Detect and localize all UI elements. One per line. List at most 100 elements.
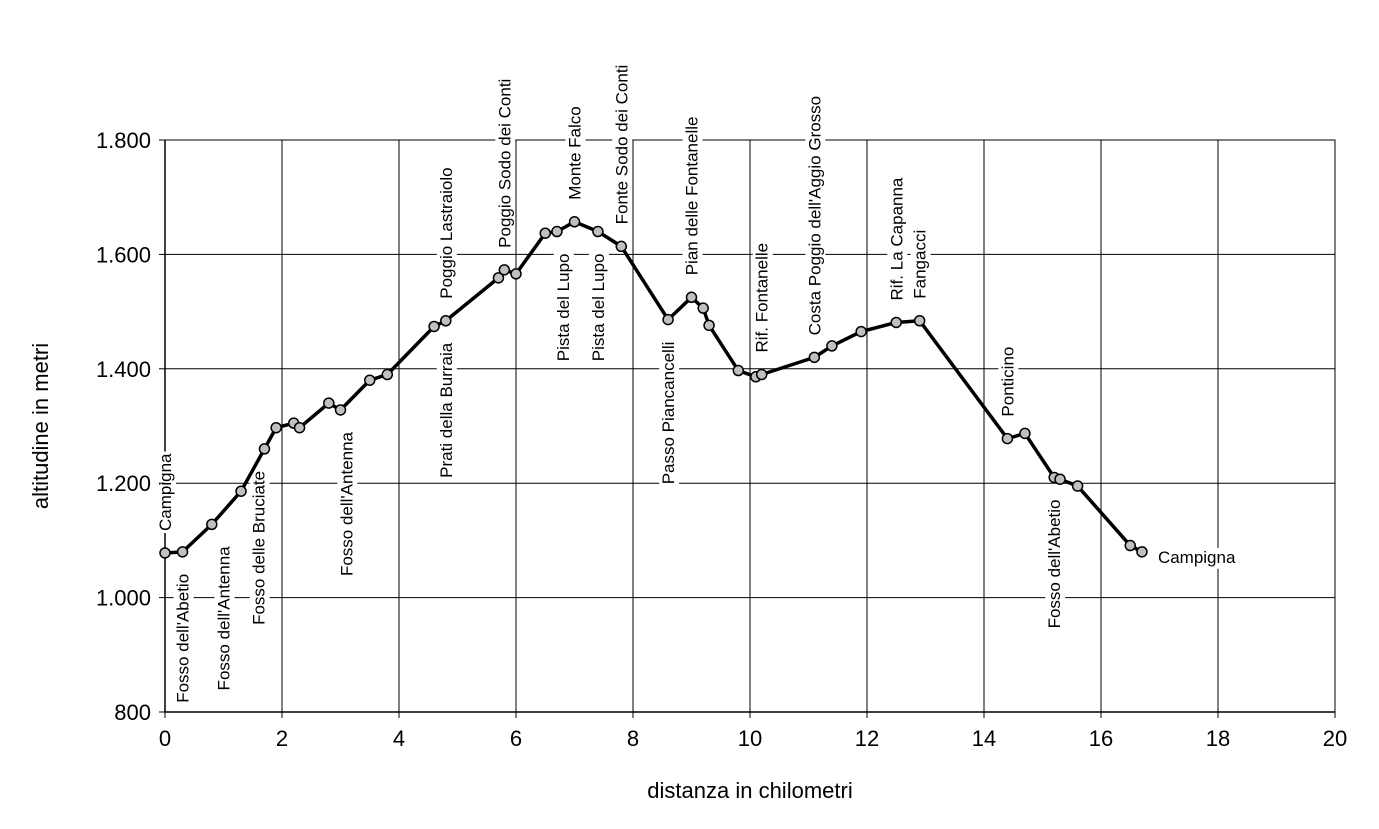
waypoint-label: Pian delle Fontanelle [682,114,703,278]
x-tick-label: 0 [159,726,171,751]
waypoint-label: Campigna [156,451,176,533]
waypoint-label-bg [998,344,1019,419]
data-point [1019,427,1031,440]
data-point [270,421,282,434]
data-point [808,351,821,364]
waypoint-label: Fangacci [910,227,931,301]
data-point [176,546,189,558]
data-point [890,316,902,329]
waypoint-label-text: Fangacci [911,230,930,299]
waypoint-label-bg [588,251,609,364]
x-tick-label: 18 [1206,726,1230,751]
x-axis-title: distanza in chilometri [647,778,852,803]
waypoint-label: Campigna [1154,547,1239,569]
waypoint-label-bg [1045,497,1066,631]
waypoint-label: Fosso dell'Abetio [173,571,194,705]
waypoint-label-bg [249,468,270,627]
waypoint-label: Rif. Fontanelle [752,240,773,355]
y-tick-label: 1.600 [96,242,151,267]
data-point [592,225,604,238]
x-tick-label: 6 [510,726,522,751]
data-point [206,518,218,531]
waypoint-label-bg [553,251,574,364]
waypoint-label: Fosso delle Bruciate [249,468,270,627]
data-point [615,240,628,253]
data-markers [159,216,1148,559]
waypoint-label: Poggio Sodo dei Conti [495,76,516,250]
data-point [568,216,581,228]
data-point [551,225,563,238]
waypoint-label-bg [752,240,773,355]
waypoint-label-text: Fosso dell'Abetio [174,574,193,703]
x-tick-label: 16 [1089,726,1113,751]
data-point [334,404,347,416]
data-point [235,485,247,497]
waypoint-label-bg [436,165,457,301]
x-tick-label: 20 [1323,726,1347,751]
waypoint-label-text: Fosso delle Bruciate [250,471,269,625]
series-line [164,220,1143,555]
waypoint-label: Fosso dell'Antenna [337,429,358,579]
data-point [428,320,440,333]
waypoint-label-bg [910,227,931,301]
data-point [703,319,715,332]
waypoint-label: Fosso dell'Antenna [214,544,235,693]
grid-lines [164,139,1336,713]
waypoint-label: Prati della Burraia [436,340,457,480]
waypoint-label-text: Rif. La Capanna [887,177,906,300]
data-point [685,291,698,304]
waypoint-label-text: Pista del Lupo [589,254,608,362]
waypoint-label-bg [156,451,176,533]
data-point [492,272,505,284]
waypoint-label: Costa Poggio dell'Aggio Grosso [805,93,826,338]
waypoint-label-text: Fonte Sodo dei Conti [612,65,631,225]
x-tick-label: 8 [627,726,639,751]
data-point [1054,473,1066,485]
x-tick-label: 4 [393,726,405,751]
y-tick-label: 1.800 [96,128,151,153]
waypoint-label: Rif. La Capanna [887,175,908,303]
waypoint-label-text: Rif. Fontanelle [753,243,772,353]
data-point [1124,539,1136,552]
y-tick-label: 1.400 [96,357,151,382]
waypoint-label-bg [214,544,235,693]
waypoint-label-bg [887,175,908,303]
waypoint-label-text: Poggio Sodo dei Conti [495,79,514,248]
waypoint-label-text: Passo Piancancelli [659,342,678,485]
waypoint-label-text: Fosso dell'Abetio [1045,499,1064,628]
data-point [1136,546,1148,558]
data-point [293,421,306,434]
y-axis-title: altitudine in metri [28,343,53,509]
waypoint-label-text: Pista del Lupo [554,254,573,362]
data-point [440,315,452,327]
data-point [539,227,551,239]
waypoint-label-text: Fosso dell'Antenna [337,431,356,576]
waypoint-label: Monte Falco [565,104,586,202]
x-tick-label: 10 [738,726,762,751]
waypoint-label-bg [337,429,358,579]
waypoint-labels: Campigna Fosso dell'Abetio Fosso dell'Ante… [156,62,1239,705]
data-point [1001,432,1014,445]
waypoint-label-bg [1154,547,1239,569]
waypoint-label-bg [495,76,516,250]
waypoint-label-bg [805,93,826,338]
x-tick-label: 14 [972,726,996,751]
waypoint-label-bg [682,114,703,278]
waypoint-label-text: Fosso dell'Antenna [215,546,234,691]
elevation-line [164,220,1143,555]
waypoint-label: Ponticino [998,344,1019,419]
y-tick-label: 1.000 [96,586,151,611]
waypoint-label: Pista del Lupo [553,251,574,364]
x-tick-label: 2 [276,726,288,751]
waypoint-label-text: Prati della Burraia [437,342,456,478]
waypoint-label-bg [659,339,680,487]
x-tick-label: 12 [855,726,879,751]
waypoint-label-text: Campigna [156,453,175,531]
data-point [662,313,674,326]
waypoint-label-text: Pian delle Fontanelle [683,117,702,276]
data-point [323,397,335,409]
y-tick-label: 1.200 [96,471,151,496]
data-point [697,302,709,314]
data-point [498,264,511,276]
waypoint-label-text: Ponticino [998,347,1017,417]
